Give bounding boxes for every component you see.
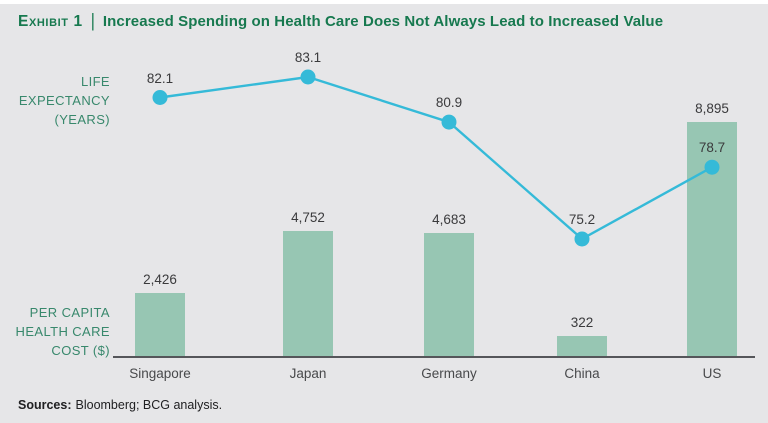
- category-label-china: China: [564, 366, 600, 381]
- cost-axis-line3: COST ($): [51, 343, 110, 358]
- line-point-germany: [441, 114, 457, 130]
- bar-value-label-singapore: 2,426: [143, 271, 177, 287]
- line-point-japan: [300, 69, 316, 85]
- top-border: [0, 0, 768, 4]
- life-expectancy-axis-line2: EXPECTANCY: [18, 93, 110, 108]
- sources-label: Sources:: [18, 398, 72, 412]
- category-label-singapore: Singapore: [129, 366, 191, 381]
- bar-china: [557, 336, 607, 357]
- line-point-china: [574, 231, 590, 247]
- bar-value-label-germany: 4,683: [432, 212, 466, 228]
- bar-value-label-japan: 4,752: [291, 210, 325, 226]
- title-text: Increased Spending on Health Care Does N…: [102, 13, 664, 30]
- life-expectancy-axis-label: LIFE EXPECTANCY (YEARS): [0, 72, 110, 129]
- exhibit-number: Exhibit 1: [18, 13, 83, 30]
- bar-value-label-china: 322: [570, 315, 594, 330]
- category-label-us: US: [702, 366, 722, 381]
- line-value-label-singapore: 82.1: [146, 70, 174, 86]
- sources-text: Bloomberg; BCG analysis.: [75, 398, 223, 412]
- line-point-singapore: [152, 90, 168, 105]
- cost-axis-line1: PER CAPITA: [29, 305, 110, 320]
- sources-footer: Sources: Bloomberg; BCG analysis.: [18, 398, 222, 412]
- line-value-label-us: 78.7: [698, 140, 726, 156]
- bar-japan: [283, 231, 333, 357]
- line-value-label-germany: 80.9: [435, 95, 463, 111]
- line-value-label-japan: 83.1: [294, 50, 322, 65]
- exhibit-title: Exhibit 1 | Increased Spending on Health…: [18, 11, 664, 32]
- bar-germany: [424, 233, 474, 357]
- bar-singapore: [135, 292, 185, 357]
- line-value-label-china: 75.2: [568, 211, 596, 227]
- axis-line: [113, 356, 755, 358]
- category-label-japan: Japan: [289, 366, 327, 381]
- title-separator: |: [90, 11, 95, 32]
- bar-us: [687, 122, 737, 357]
- life-expectancy-axis-line3: (YEARS): [54, 112, 110, 127]
- life-expectancy-axis-line1: LIFE: [80, 74, 110, 89]
- bar-value-label-us: 8,895: [695, 101, 729, 116]
- cost-axis-label: PER CAPITA HEALTH CARE COST ($): [0, 303, 110, 360]
- cost-axis-line2: HEALTH CARE: [15, 324, 110, 339]
- category-label-germany: Germany: [421, 366, 477, 381]
